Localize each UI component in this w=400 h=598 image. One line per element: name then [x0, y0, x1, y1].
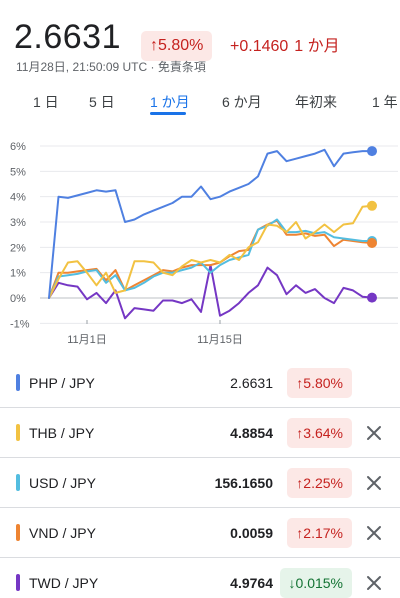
tab-5-day[interactable]: 5 日 [89, 94, 115, 110]
comparison-row[interactable]: TWD / JPY 4.9764 ↓0.015% [0, 558, 400, 598]
timestamp-disclaimer[interactable]: 11月28日, 21:50:09 UTC · 免責条項 [16, 60, 206, 74]
series-line [48, 148, 373, 299]
change-absolute-value: +0.1460 [230, 38, 289, 55]
range-tabs: 1 日 5 日 1 か月 6 か月 年初来 1 年 [0, 86, 400, 122]
pair-change-badge: ↑5.80% [287, 368, 352, 398]
series-color-swatch [16, 374, 20, 391]
series-end-point [367, 292, 377, 303]
tab-1-month[interactable]: 1 か月 [150, 94, 190, 110]
pair-value: 0.0059 [230, 525, 273, 541]
series-color-swatch [16, 524, 20, 541]
pair-value: 4.8854 [230, 425, 273, 441]
comparison-row[interactable]: VND / JPY 0.0059 ↑2.17% [0, 508, 400, 558]
series-line [48, 218, 373, 299]
tab-6-month[interactable]: 6 か月 [222, 94, 262, 110]
y-tick-label: 1% [10, 268, 26, 280]
change-percent-badge: ↑5.80% [141, 31, 213, 61]
close-icon[interactable] [362, 571, 386, 595]
series-end-point [367, 146, 377, 157]
comparison-row[interactable]: USD / JPY 156.1650 ↑2.25% [0, 458, 400, 508]
pair-change-badge: ↑2.17% [287, 518, 352, 548]
change-period: 1 か月 [294, 38, 340, 55]
pair-value: 2.6631 [230, 375, 273, 391]
pair-value: 4.9764 [230, 575, 273, 591]
x-tick-label: 11月1日 [67, 334, 107, 346]
series-color-swatch [16, 574, 20, 591]
tab-ytd[interactable]: 年初来 [295, 94, 337, 110]
y-tick-label: 5% [10, 166, 26, 178]
y-tick-label: -1% [10, 318, 30, 330]
tab-1-day[interactable]: 1 日 [33, 94, 59, 110]
pair-change-badge: ↓0.015% [279, 568, 352, 598]
series-color-swatch [16, 474, 20, 491]
tab-1-year[interactable]: 1 年 [372, 94, 398, 110]
pair-value: 156.1650 [214, 475, 273, 491]
comparison-chart[interactable]: 6% 5% 4% 3% 2% 1% 0% -1% 11月1日 11月15日 [0, 130, 400, 358]
currency-pair: TWD / JPY [29, 575, 99, 591]
currency-pair: VND / JPY [29, 525, 96, 541]
quote-header: 2.6631 ↑5.80% +0.1460 1 か月 [14, 14, 394, 61]
y-tick-label: 6% [10, 141, 26, 153]
change-absolute: +0.1460 1 か月 [230, 36, 340, 58]
series-end-point [367, 238, 377, 249]
x-tick-label: 11月15日 [197, 334, 243, 346]
close-icon[interactable] [362, 471, 386, 495]
pair-change-badge: ↑3.64% [287, 418, 352, 448]
currency-pair: THB / JPY [29, 425, 95, 441]
series-end-point [367, 200, 377, 211]
y-tick-label: 4% [10, 192, 26, 204]
series-color-swatch [16, 424, 20, 441]
y-tick-label: 0% [10, 293, 26, 305]
comparison-row[interactable]: THB / JPY 4.8854 ↑3.64% [0, 408, 400, 458]
pair-change-badge: ↑2.25% [287, 468, 352, 498]
y-tick-label: 2% [10, 242, 26, 254]
current-price: 2.6631 [14, 18, 121, 56]
currency-pair: PHP / JPY [29, 375, 95, 391]
comparison-row[interactable]: PHP / JPY 2.6631 ↑5.80% [0, 358, 400, 408]
close-icon[interactable] [362, 521, 386, 545]
active-tab-indicator [150, 112, 186, 115]
y-tick-label: 3% [10, 217, 26, 229]
close-icon[interactable] [362, 421, 386, 445]
series-line [48, 204, 373, 299]
currency-pair: USD / JPY [29, 475, 96, 491]
comparison-list: PHP / JPY 2.6631 ↑5.80% THB / JPY 4.8854 ↑3.6… [0, 358, 400, 598]
